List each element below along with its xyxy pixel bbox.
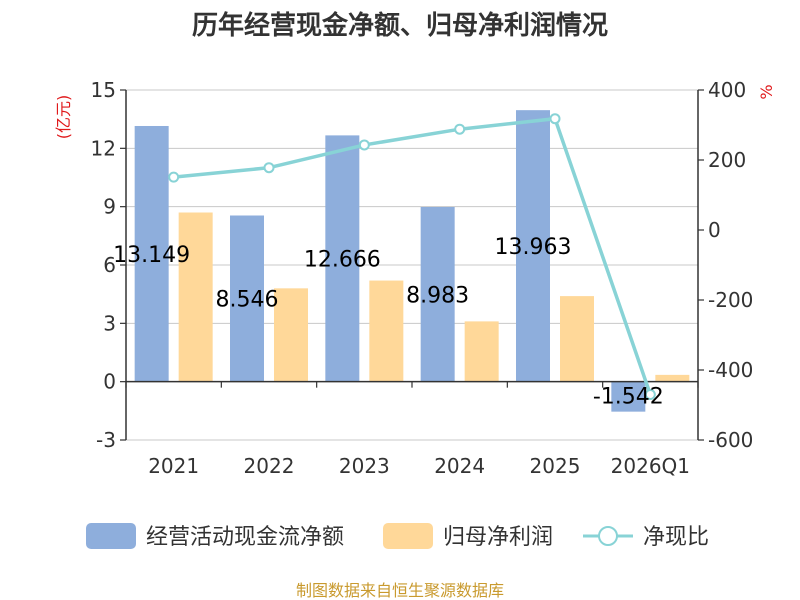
bar-value-label: 12.666	[304, 248, 381, 273]
legend-label-netprofit: 归母净利润	[443, 525, 553, 550]
bar-cashflow	[420, 206, 455, 382]
source-note: 制图数据来自恒生聚源数据库	[296, 581, 504, 600]
bar-netprofit	[178, 212, 213, 382]
left-tick-label: 15	[91, 78, 116, 102]
ratio-point	[644, 389, 656, 400]
ratio-polyline	[173, 116, 652, 396]
legend-label-ratio: 净现比	[643, 525, 709, 550]
x-axis-ticks: 2021 2022 2023 2024 2025 2026Q1	[148, 454, 690, 478]
chart-title: 历年经营现金净额、归母净利润情况	[192, 10, 608, 41]
legend: 经营活动现金流净额 归母净利润 净现比	[86, 523, 709, 550]
bar-cashflow	[134, 125, 169, 382]
bar-value-label: -1.542	[593, 385, 664, 410]
bar-value-label: 8.983	[406, 283, 469, 308]
legend-marker-ratio	[598, 526, 618, 546]
x-tick-label: 2021	[148, 454, 199, 478]
x-tick-label: 2025	[530, 454, 581, 478]
bar-netprofit	[464, 321, 499, 382]
x-tick-label: 2023	[339, 454, 390, 478]
right-tick-label: 0	[708, 218, 721, 242]
left-axis-ticks: -3 0 3 6 9 12 15	[91, 78, 126, 452]
right-axis-ticks: -600 -400 -200 0 200 400	[698, 78, 753, 452]
right-tick-label: -600	[708, 428, 753, 452]
left-tick-label: -3	[96, 428, 116, 452]
data-labels: 13.149 8.546 12.666 8.983 13.963 -1.542	[113, 235, 664, 410]
left-tick-label: 9	[103, 195, 116, 219]
left-tick-label: 12	[91, 136, 116, 160]
right-tick-label: -400	[708, 358, 753, 382]
x-tick-label: 2024	[434, 454, 485, 478]
bar-netprofit	[560, 296, 594, 382]
bar-cashflow	[516, 110, 550, 382]
left-axis-unit: (亿元)	[54, 95, 73, 140]
bar-netprofit	[369, 280, 404, 382]
ratio-point	[168, 171, 180, 183]
right-tick-label: 200	[708, 148, 746, 172]
right-tick-label: 400	[708, 78, 746, 102]
legend-swatch-cashflow	[86, 523, 136, 549]
bar-value-label: 8.546	[216, 288, 279, 313]
ratio-point	[358, 139, 370, 151]
ratio-point	[263, 162, 275, 174]
bars-cashflow	[134, 110, 646, 412]
ratio-point	[549, 113, 561, 125]
bars-netprofit	[178, 212, 690, 382]
left-tick-label: 3	[103, 311, 116, 335]
legend-label-cashflow: 经营活动现金流净额	[146, 525, 344, 550]
x-tick-label: 2026Q1	[611, 454, 690, 478]
bar-value-label: 13.149	[113, 243, 190, 268]
legend-swatch-netprofit	[383, 523, 433, 549]
x-tick-label: 2022	[244, 454, 295, 478]
left-tick-label: 0	[103, 370, 116, 394]
bar-cashflow	[611, 381, 646, 412]
ratio-point	[454, 123, 466, 135]
right-axis-unit: %	[757, 84, 776, 99]
left-tick-label: 6	[103, 253, 116, 277]
bar-netprofit	[655, 374, 690, 382]
bar-cashflow	[230, 215, 264, 382]
bar-value-label: 13.963	[495, 235, 572, 260]
right-tick-label: -200	[708, 288, 753, 312]
bar-cashflow	[325, 135, 360, 382]
bar-netprofit	[274, 288, 308, 382]
ratio-line	[168, 113, 656, 400]
